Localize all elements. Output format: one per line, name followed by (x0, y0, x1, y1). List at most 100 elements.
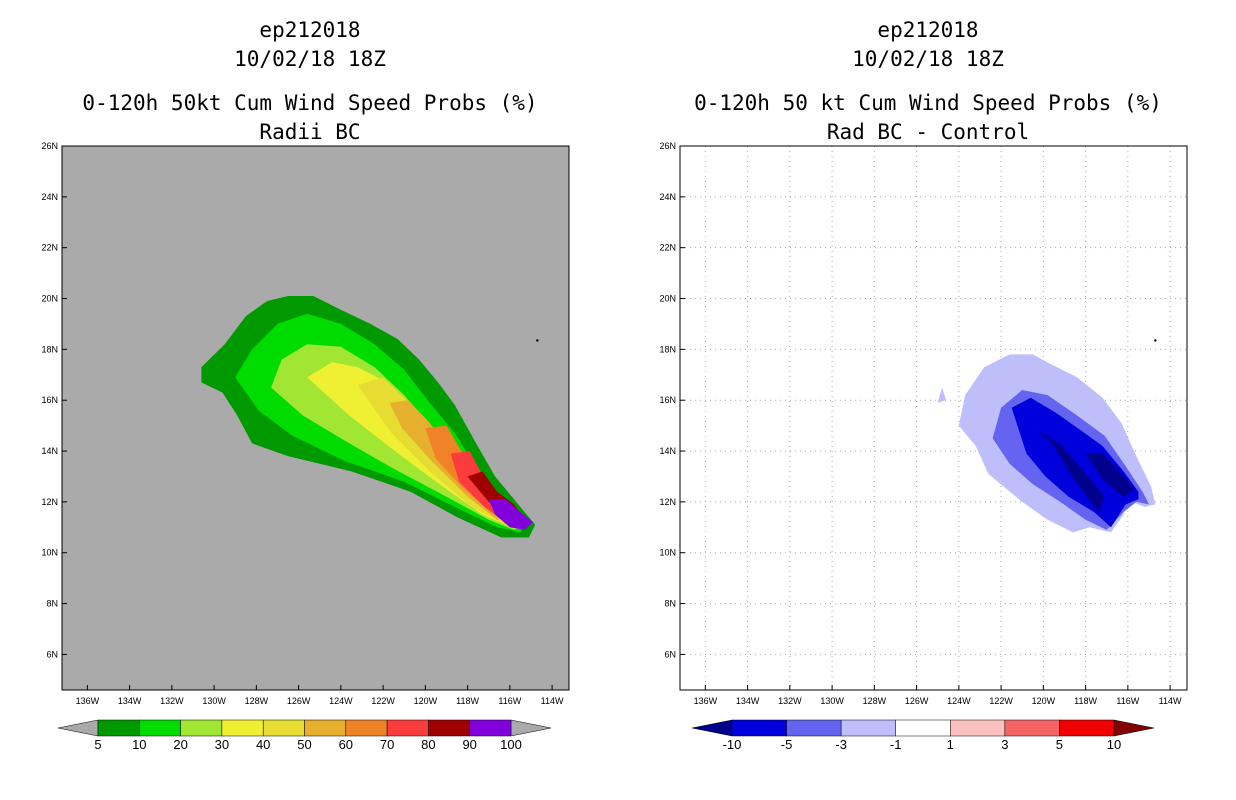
right-xtick-label-11: 114W (1159, 696, 1182, 706)
left-colorbar-swatch-2 (180, 719, 223, 737)
left-title-experiment: Radii BC (259, 120, 360, 144)
left-colorbar-label-8: 80 (421, 737, 435, 752)
left-y-axis: 6N 8N 10N 12N 14N 16N 18N 20N 22N 24N 26N (41, 141, 67, 659)
right-ytick-label-9: 24N (659, 192, 676, 202)
right-contour-neg10-4 (1034, 428, 1105, 513)
right-colorbar-swatch-0 (731, 719, 787, 737)
left-xtick-label-1: 134W (118, 696, 142, 706)
right-colorbar-label-5: 3 (1001, 737, 1008, 752)
left-ytick-label-7: 20N (41, 294, 58, 304)
right-contour-layer (937, 354, 1156, 533)
left-colorbar-label-7: 70 (380, 737, 394, 752)
right-colorbar-swatch-2 (840, 719, 896, 737)
left-colorbar-high-arrow (510, 719, 552, 737)
left-ytick-label-1: 8N (46, 599, 58, 609)
right-colorbar-label-3: -1 (890, 737, 902, 752)
right-marker-0 (1154, 339, 1157, 342)
right-xtick-label-9: 118W (1074, 696, 1097, 706)
right-xtick-label-5: 126W (905, 696, 929, 706)
left-xtick-label-3: 130W (202, 696, 226, 706)
right-colorbar-swatch-3 (895, 719, 951, 737)
left-colorbar-label-10: 100 (500, 737, 522, 752)
right-colorbar-label-7: 10 (1107, 737, 1121, 752)
right-title-product: 0-120h 50 kt Cum Wind Speed Probs (%) (694, 91, 1162, 115)
right-colorbar-high-arrow (1113, 719, 1155, 737)
left-colorbar-label-2: 20 (173, 737, 187, 752)
left-colorbar-swatch-9 (469, 719, 512, 737)
left-colorbar: 5 10 20 30 40 50 60 70 80 90 100 (57, 719, 552, 752)
right-colorbar-swatch-1 (786, 719, 842, 737)
right-colorbar-label-2: -3 (835, 737, 847, 752)
right-xtick-label-1: 134W (736, 696, 760, 706)
left-xtick-label-5: 126W (287, 696, 311, 706)
right-xtick-label-7: 122W (989, 696, 1013, 706)
right-panel: ep212018 10/02/18 18Z 0-120h 50 kt Cum W… (659, 18, 1188, 752)
right-colorbar-label-1: -5 (781, 737, 793, 752)
right-colorbar-swatch-4 (950, 719, 1006, 737)
left-xtick-label-7: 122W (371, 696, 395, 706)
left-colorbar-label-1: 10 (132, 737, 146, 752)
right-title-experiment: Rad BC - Control (827, 120, 1029, 144)
left-plot-frame (61, 145, 570, 691)
right-colorbar-low-arrow (691, 719, 733, 737)
right-title-date: 10/02/18 18Z (852, 47, 1004, 71)
right-xtick-label-10: 116W (1116, 696, 1139, 706)
left-contour-layer (201, 296, 536, 538)
right-xtick-label-3: 130W (820, 696, 844, 706)
left-xtick-label-8: 120W (414, 696, 438, 706)
right-colorbar-swatch-5 (1004, 719, 1060, 737)
left-ytick-label-9: 24N (41, 192, 58, 202)
right-marker-layer (1154, 339, 1157, 342)
right-xtick-label-2: 132W (778, 696, 802, 706)
left-colorbar-swatch-3 (221, 719, 264, 737)
left-colorbar-swatch-1 (139, 719, 181, 737)
left-ytick-label-3: 12N (41, 497, 58, 507)
left-x-axis: 136W 134W 132W 130W 128W 126W 124W 122W 120W 118W… (76, 685, 564, 706)
right-ytick-label-4: 14N (659, 446, 676, 456)
left-colorbar-swatch-5 (304, 719, 347, 737)
left-colorbar-swatch-6 (345, 719, 388, 737)
right-x-axis: 136W 134W 132W 130W 128W 126W 124W 122W 120W 118W… (694, 685, 1182, 706)
left-colorbar-label-9: 90 (462, 737, 476, 752)
left-title-product: 0-120h 50kt Cum Wind Speed Probs (%) (82, 91, 537, 115)
right-xtick-label-4: 128W (863, 696, 887, 706)
left-xtick-label-11: 114W (541, 696, 564, 706)
left-colorbar-label-0: 5 (94, 737, 101, 752)
left-ytick-label-0: 6N (46, 649, 58, 659)
left-ytick-label-8: 22N (41, 243, 58, 253)
left-xtick-label-6: 124W (329, 696, 353, 706)
right-colorbar-label-6: 5 (1056, 737, 1063, 752)
right-colorbar: -10 -5 -3 -1 1 3 5 10 (691, 719, 1155, 752)
left-ytick-label-10: 26N (41, 141, 58, 151)
left-title-date: 10/02/18 18Z (234, 47, 386, 71)
right-ytick-label-7: 20N (659, 294, 676, 304)
left-colorbar-low-arrow (57, 719, 99, 737)
left-colorbar-label-3: 30 (215, 737, 229, 752)
right-colorbar-label-4: 1 (947, 737, 954, 752)
right-ytick-label-0: 6N (664, 649, 676, 659)
left-colorbar-swatch-0 (97, 719, 140, 737)
right-ytick-label-1: 8N (664, 599, 676, 609)
right-ytick-label-6: 18N (659, 344, 676, 354)
left-ytick-label-5: 16N (41, 395, 58, 405)
right-y-axis: 6N 8N 10N 12N 14N 16N 18N 20N 22N 24N 26N (659, 141, 685, 659)
right-ytick-label-10: 26N (659, 141, 676, 151)
left-colorbar-label-4: 40 (256, 737, 270, 752)
left-ytick-label-4: 14N (41, 446, 58, 456)
left-xtick-label-0: 136W (76, 696, 100, 706)
right-xtick-label-6: 124W (947, 696, 971, 706)
left-ytick-label-6: 18N (41, 344, 58, 354)
right-colorbar-swatch-6 (1059, 719, 1115, 737)
left-xtick-label-10: 116W (498, 696, 521, 706)
right-xtick-label-8: 120W (1032, 696, 1056, 706)
left-xtick-label-4: 128W (245, 696, 269, 706)
right-ytick-label-3: 12N (659, 497, 676, 507)
left-marker-0 (536, 339, 539, 342)
left-title-storm: ep212018 (259, 18, 360, 42)
left-colorbar-label-6: 60 (339, 737, 353, 752)
right-plot-frame (679, 145, 1188, 691)
left-xtick-label-9: 118W (456, 696, 479, 706)
right-xtick-label-0: 136W (694, 696, 718, 706)
left-colorbar-swatch-7 (386, 719, 429, 737)
